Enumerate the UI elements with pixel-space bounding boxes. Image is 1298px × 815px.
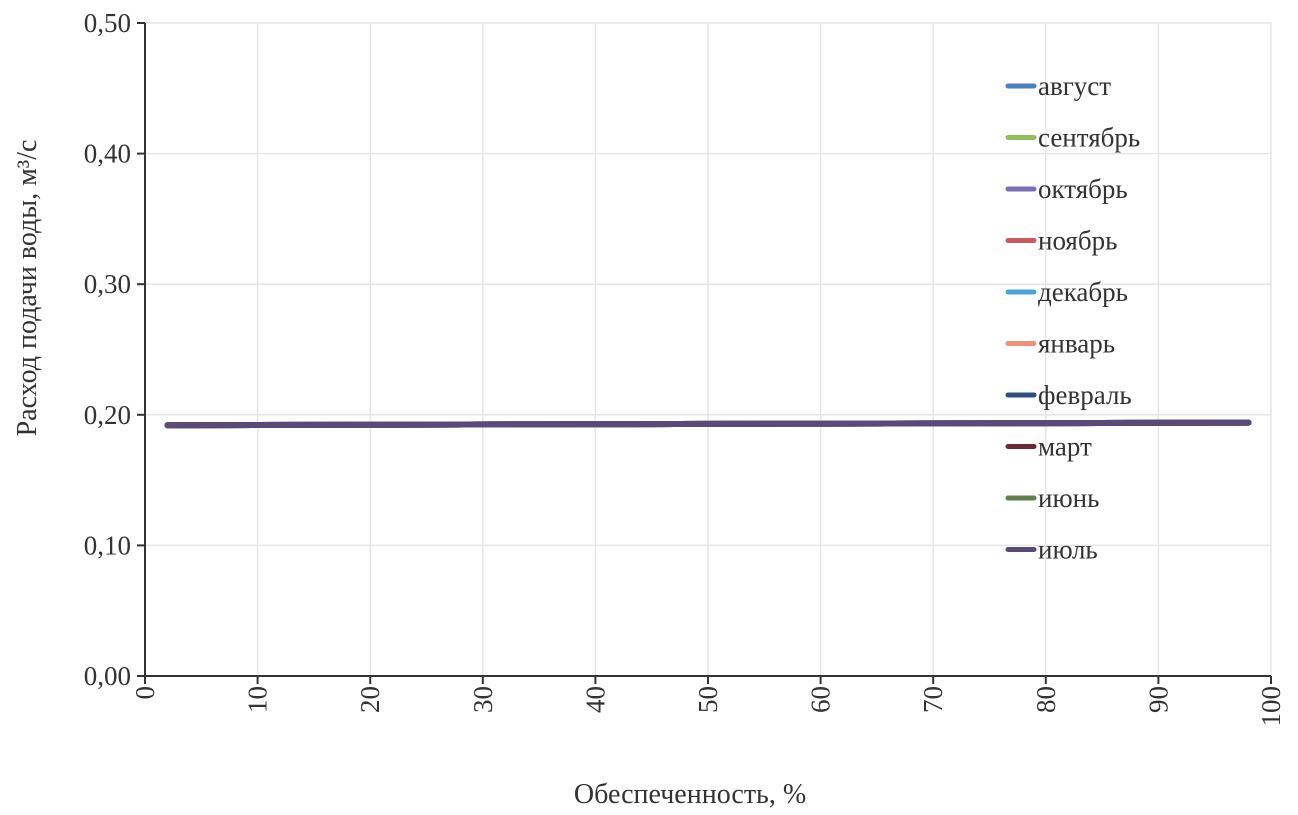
grid: [145, 22, 1272, 676]
x-tick-label: 30: [468, 686, 498, 713]
x-tick-label: 10: [243, 686, 273, 713]
x-tick-label: 60: [806, 686, 836, 713]
x-tick-label: 80: [1031, 686, 1061, 713]
legend-label: июнь: [1038, 483, 1099, 513]
x-tick-label: 70: [918, 686, 948, 713]
y-axis-title: Расход подачи воды, м³/с: [12, 140, 43, 437]
legend-label: март: [1038, 432, 1092, 462]
x-axis-title: Обеспеченность, %: [574, 779, 806, 810]
legend-label: июль: [1038, 535, 1098, 565]
y-tick-label: 0,10: [84, 530, 131, 560]
legend-label: февраль: [1038, 380, 1132, 410]
legend: август сентябрь октябрь ноябрь декабрь январь…: [1005, 71, 1140, 565]
legend-label: август: [1038, 71, 1111, 101]
series-line-июль: [164, 419, 1252, 429]
y-tick-label: 0,30: [84, 269, 131, 299]
legend-label: октябрь: [1038, 174, 1128, 204]
x-tick-label: 50: [693, 686, 723, 713]
legend-label: январь: [1038, 329, 1115, 359]
y-tick-label: 0,00: [84, 661, 131, 691]
ticks: 0 10 20 30 40 50 60 70 80 90 100 0,00 0,10 0,20 0,30 0,…: [84, 8, 1286, 727]
y-tick-label: 0,50: [84, 8, 131, 38]
y-tick-label: 0,20: [84, 400, 131, 430]
legend-label: сентябрь: [1038, 123, 1140, 153]
legend-label: декабрь: [1038, 277, 1128, 307]
y-tick-label: 0,40: [84, 139, 131, 169]
x-tick-label: 100: [1256, 686, 1286, 727]
legend-label: ноябрь: [1038, 226, 1117, 256]
x-tick-label: 0: [130, 686, 160, 700]
x-tick-label: 40: [580, 686, 610, 713]
series-lines: [164, 419, 1252, 429]
x-tick-label: 90: [1143, 686, 1173, 713]
x-tick-label: 20: [355, 686, 385, 713]
